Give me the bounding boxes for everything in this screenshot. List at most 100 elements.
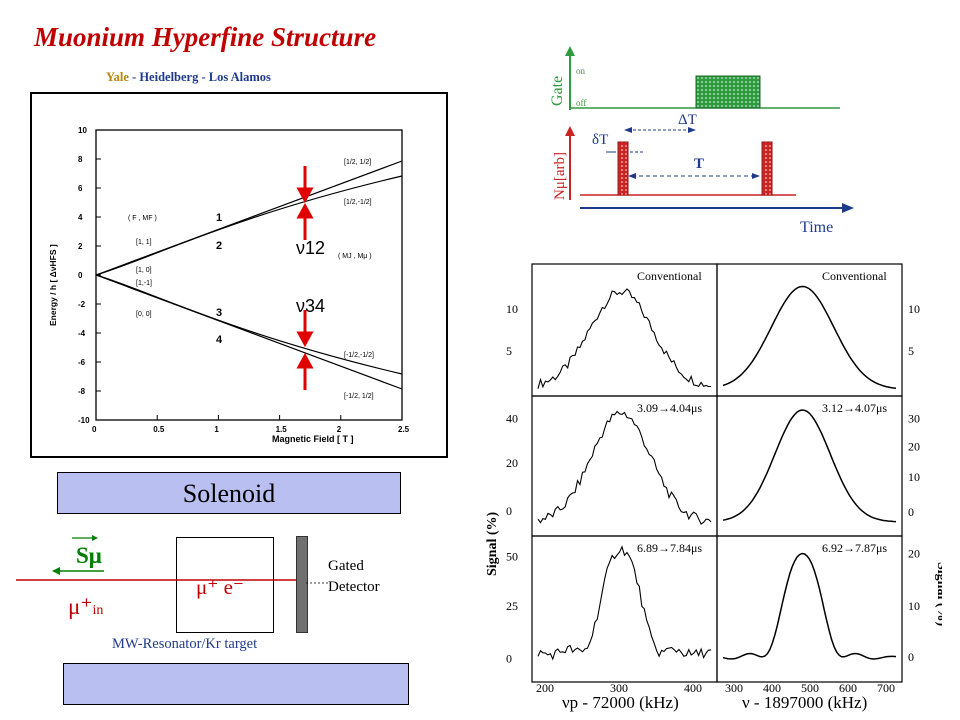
grid-xlabel-left: νp - 72000 (kHz): [562, 693, 679, 712]
resonance-y-tick-label: 0: [506, 652, 512, 666]
br-ylabel: Energy / h [ ΔνHFS ]: [48, 244, 58, 326]
br-x-tick-label: 0.5: [153, 425, 165, 434]
detector-label: Gated Detector: [328, 556, 380, 598]
resonance-y-tick-label: 10: [908, 599, 920, 613]
right-state-4: [-1/2, 1/2]: [344, 393, 374, 400]
breit-rabi-figure: 0 0.5 1 1.5 2 2.5 10 8 6 4 2 0 -2 -4 -6 -8 -10 ν12 ν34 …: [30, 92, 448, 458]
right-header: ( MJ , Mμ ): [338, 253, 372, 260]
arrow-right-icon: [752, 173, 760, 179]
arrow-left-icon: [628, 173, 636, 179]
resonance-panel-label: 6.89→7.84μs: [637, 541, 702, 555]
resonance-x-tick-label: 500: [801, 681, 819, 695]
solenoid-lower-box: [63, 663, 409, 705]
arrowhead-icon: [296, 331, 314, 348]
resonance-curve: [537, 545, 712, 661]
muon-in-label: μ⁺in: [68, 594, 103, 620]
resonance-y-tick-label: 50: [506, 549, 518, 563]
gate-on-label: on: [576, 66, 586, 76]
br-y-tick-label: 8: [78, 155, 83, 164]
arrow-left-icon: [624, 127, 632, 133]
arrowhead-icon: [296, 352, 314, 369]
resonance-y-tick-label: 20: [908, 439, 920, 453]
resonance-y-tick-label: 30: [908, 411, 920, 425]
right-state-1: [1/2, 1/2]: [344, 159, 371, 166]
br-y-tick-label: -2: [78, 300, 86, 309]
left-state-1: [1, 1]: [136, 239, 152, 246]
resonator-label: MW-Resonator/Kr target: [112, 636, 258, 652]
br-plot-frame: [95, 129, 403, 421]
resonance-panel-frame: [531, 535, 718, 683]
arrowhead-icon: [296, 202, 314, 219]
resonance-y-tick-label: 10: [506, 302, 518, 316]
detector-label-line-1: Gated: [328, 558, 364, 574]
br-x-tick-label: 0: [92, 425, 97, 434]
gate-off-label: off: [576, 98, 586, 108]
level-3-number: 3: [216, 307, 222, 319]
resonance-x-tick-label: 600: [839, 681, 857, 695]
br-x-tick-label: 2: [337, 425, 342, 434]
timing-diagram: Gate on off ΔT Nμ[arb] δT T Time: [549, 46, 854, 236]
muonium-label: μ⁺ e⁻: [196, 575, 244, 599]
resonance-panel-label: 3.12→4.07μs: [822, 401, 887, 415]
resonance-curve: [537, 410, 712, 525]
resonance-y-tick-label: 20: [506, 456, 518, 470]
left-header: ( F , MF ): [128, 215, 157, 222]
collab-rest: - Heidelberg - Los Alamos: [128, 70, 271, 84]
resonance-panel-frame: [716, 535, 903, 683]
period-t-label: T: [694, 156, 704, 172]
level-2-line: [95, 175, 403, 276]
grid-xlabel-right: ν - 1897000 (kHz): [742, 693, 867, 712]
resonance-panel-label: Conventional: [637, 269, 702, 283]
level-4-number: 4: [216, 334, 223, 346]
resonance-y-tick-label: 10: [908, 302, 920, 316]
resonance-x-tick-label: 300: [725, 681, 743, 695]
time-label: Time: [800, 219, 833, 236]
gate-axis-arrow-icon: [565, 46, 575, 56]
br-y-tick-label: 6: [78, 184, 83, 193]
delta-small-t-label: δT: [592, 132, 608, 148]
br-y-tick-label: 10: [78, 126, 87, 135]
br-y-tick-label: -10: [78, 416, 90, 425]
resonance-y-tick-label: 5: [908, 344, 914, 358]
muon-in-sub: in: [92, 603, 104, 618]
n-label: Nμ[arb]: [552, 152, 568, 200]
br-state-labels: ( F , MF ) [1, 1] [1, 0] [1,-1] [0, 0] (…: [128, 159, 374, 400]
br-y-tick-label: 4: [78, 213, 83, 222]
br-y-tick-label: 0: [78, 271, 83, 280]
right-state-2: [1/2,-1/2]: [344, 199, 372, 206]
setup-lines: [16, 535, 330, 584]
resonance-y-tick-label: 0: [908, 650, 914, 664]
gated-detector-bar: [296, 536, 308, 633]
resonance-y-tick-label: 10: [908, 470, 920, 484]
resonance-curve: [537, 288, 711, 389]
resonance-y-tick-label: 5: [506, 344, 512, 358]
time-axis-arrow-icon: [842, 203, 854, 213]
solenoid-box: Solenoid: [57, 472, 401, 514]
gate-pulse: [695, 75, 761, 109]
resonance-x-tick-label: 200: [536, 681, 554, 695]
resonance-panel-label: 6.92→7.87μs: [822, 541, 887, 555]
resonance-panel-frame: [716, 263, 903, 397]
resonance-y-tick-label: 20: [908, 547, 920, 561]
resonance-grid: Conventional 10 5 Conventional 10 5 3.09→4.04μ…: [485, 263, 942, 712]
resonance-y-tick-label: 0: [908, 505, 914, 519]
grid-ylabel-right: Signal (%): [934, 562, 942, 627]
transition-arrows: [296, 166, 314, 390]
resonance-y-tick-label: 25: [506, 599, 518, 613]
resonance-panel-frame: [531, 395, 718, 537]
n-axis-arrow-icon: [565, 126, 575, 136]
resonance-x-tick-label: 400: [684, 681, 702, 695]
level-1-number: 1: [216, 212, 222, 224]
resonance-y-tick-label: 0: [506, 504, 512, 518]
level-numbers: 1 2 3 4: [216, 212, 223, 346]
resonance-x-tick-label: 400: [763, 681, 781, 695]
left-state-4: [0, 0]: [136, 311, 152, 318]
spin-label: Sμ: [76, 543, 102, 568]
right-state-3: [-1/2,-1/2]: [344, 352, 374, 359]
resonance-panels: Conventional 10 5 Conventional 10 5 3.09→4.04μ…: [506, 263, 920, 695]
detector-label-line-2: Detector: [328, 579, 380, 595]
br-xlabel: Magnetic Field [ T ]: [272, 434, 354, 444]
br-y-tick-label: -4: [78, 329, 86, 338]
delta-big-t-label: ΔT: [678, 112, 697, 128]
